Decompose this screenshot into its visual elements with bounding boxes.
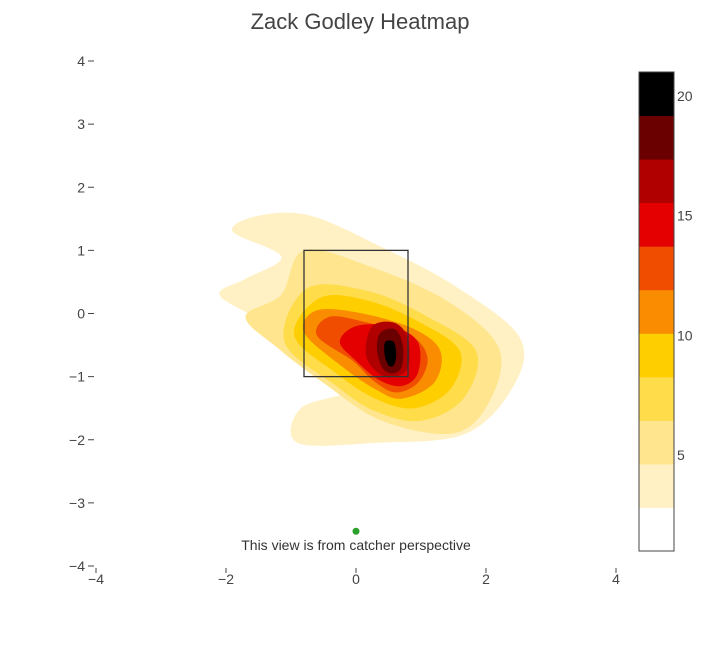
contour-level-11 (387, 345, 393, 361)
x-axis: −4 −2 0 2 4 (88, 568, 620, 587)
y-tick-label: 1 (77, 242, 85, 258)
colorbar-tick-label: 10 (677, 327, 693, 343)
colorbar-band (639, 420, 674, 465)
colorbar-tick-label: 5 (677, 447, 685, 463)
colorbar-band (639, 159, 674, 204)
y-tick-label: −4 (69, 558, 85, 574)
colorbar-band (639, 246, 674, 291)
x-tick-label: 0 (352, 571, 360, 587)
x-tick-label: −2 (218, 571, 234, 587)
perspective-note: This view is from catcher perspective (241, 537, 471, 553)
colorbar-tick-label: 15 (677, 208, 693, 224)
y-tick-label: −1 (69, 369, 85, 385)
x-tick-label: −4 (88, 571, 104, 587)
y-tick-label: 2 (77, 179, 85, 195)
y-axis: 4 3 2 1 0 −1 −2 −3 −4 (69, 53, 94, 574)
colorbar-band (639, 202, 674, 247)
colorbar-tick-label: 20 (677, 88, 693, 104)
y-tick-label: −2 (69, 432, 85, 448)
colorbar: 5 10 15 20 (638, 71, 693, 552)
colorbar-band (639, 72, 674, 117)
colorbar-band (639, 507, 674, 552)
y-tick-label: −3 (69, 495, 85, 511)
colorbar-band (639, 333, 674, 378)
y-tick-label: 4 (77, 53, 85, 69)
colorbar-outline (638, 71, 675, 552)
strike-zone-box (303, 249, 409, 378)
heatmap-contours (219, 212, 525, 446)
y-tick-label: 0 (77, 306, 85, 322)
chart-title: Zack Godley Heatmap (251, 9, 470, 34)
colorbar-band (639, 289, 674, 334)
x-tick-label: 2 (482, 571, 490, 587)
x-tick-label: 4 (612, 571, 620, 587)
colorbar-band (639, 115, 674, 160)
y-tick-label: 3 (77, 116, 85, 132)
colorbar-band (639, 376, 674, 421)
home-plate-marker (352, 527, 360, 535)
colorbar-band (639, 463, 674, 508)
